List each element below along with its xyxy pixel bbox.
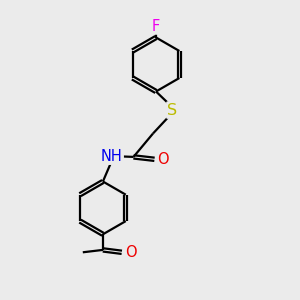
Text: O: O — [158, 152, 169, 167]
Text: F: F — [152, 19, 160, 34]
Text: NH: NH — [101, 149, 123, 164]
Text: O: O — [125, 245, 136, 260]
Text: S: S — [167, 103, 178, 118]
